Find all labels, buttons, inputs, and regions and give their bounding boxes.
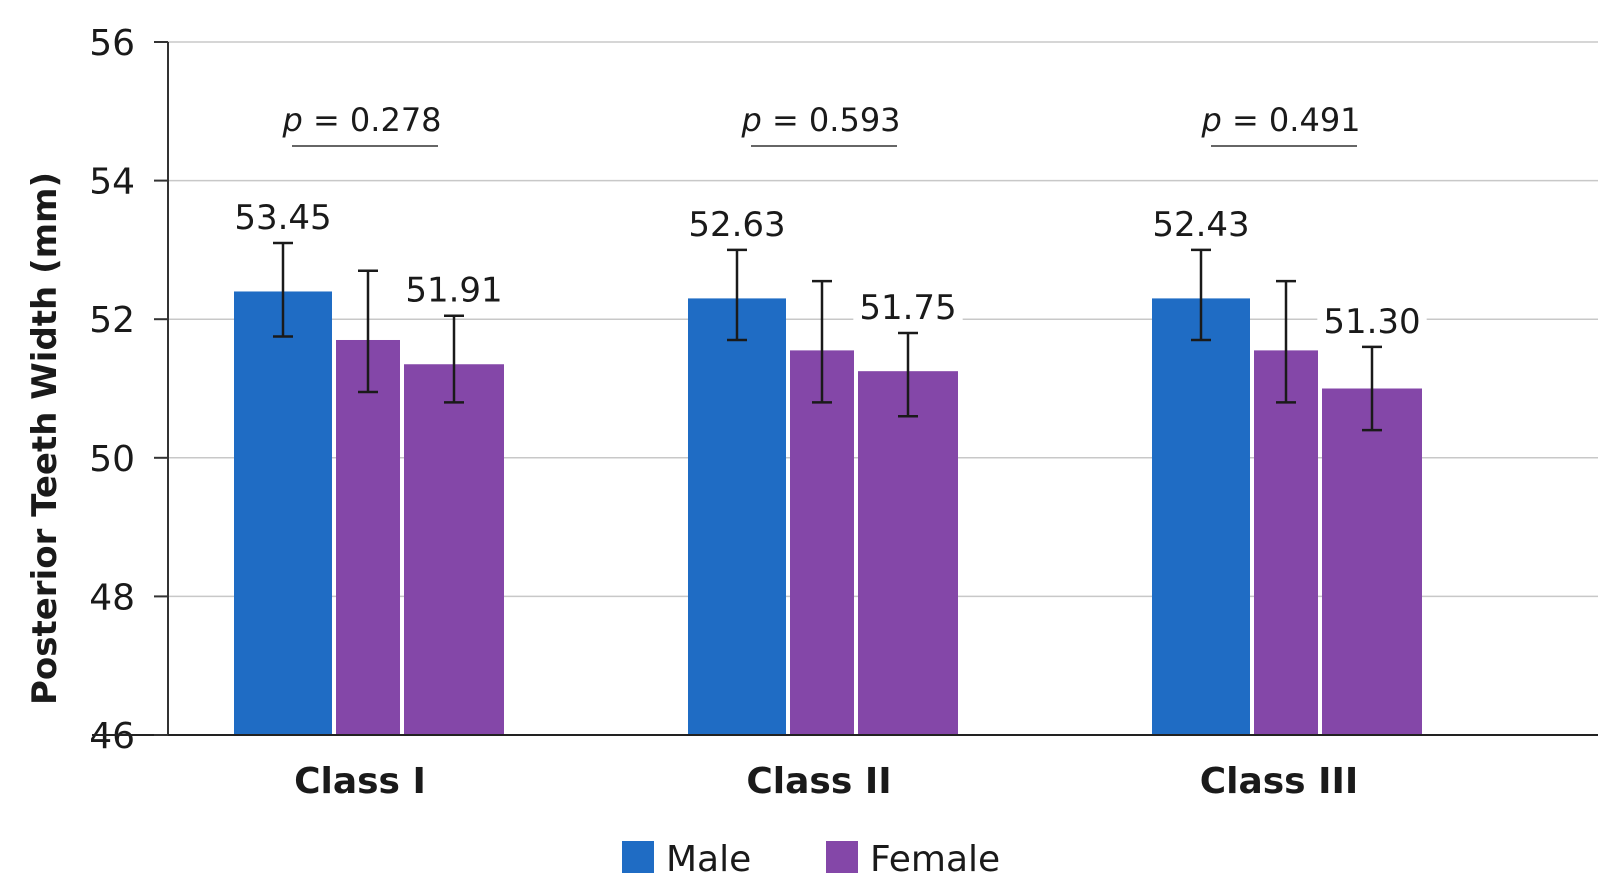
data-label: 53.45 <box>234 198 331 238</box>
label-knockout <box>1146 204 1256 245</box>
data-label: 51.75 <box>859 288 956 328</box>
x-category-label: Class II <box>746 761 891 802</box>
p-value-annotations: p = 0.278 p = 0.593 p = 0.491 <box>281 101 1361 147</box>
label-knockout <box>228 197 338 238</box>
y-tick-label: 54 <box>89 162 135 203</box>
y-tick-label: 50 <box>89 439 135 480</box>
bar-male <box>1152 298 1250 735</box>
data-label: 52.43 <box>1152 205 1249 245</box>
bar-male <box>688 298 786 735</box>
y-axis-label: Posterior Teeth Width (mm) <box>25 172 65 705</box>
legend: Male Female <box>622 839 1000 880</box>
bar-female <box>404 364 504 735</box>
data-label: 51.30 <box>1323 302 1420 342</box>
data-labels: 53.45 51.91 52.63 51.75 52.43 51.30 <box>228 197 1427 342</box>
x-category-label: Class I <box>294 761 426 802</box>
label-knockout <box>682 204 792 245</box>
p-symbol: p <box>740 101 771 139</box>
label-knockout <box>1317 301 1427 342</box>
bar-female <box>790 350 854 735</box>
p-value: = 0.491 <box>1232 101 1361 139</box>
bar-female <box>1322 388 1422 735</box>
error-bars <box>273 241 1382 432</box>
bars <box>234 291 1422 735</box>
bar-female <box>1254 350 1318 735</box>
legend-label: Male <box>666 839 751 877</box>
data-label: 52.63 <box>688 205 785 245</box>
y-tick-label: 48 <box>89 577 135 618</box>
y-tick-label: 46 <box>89 716 135 757</box>
p-symbol: p <box>1200 101 1231 139</box>
y-tick-label: 56 <box>89 23 135 64</box>
legend-swatch <box>622 841 654 873</box>
bar-male <box>234 291 332 735</box>
p-value: = 0.278 <box>313 101 442 139</box>
p-value: = 0.593 <box>772 101 901 139</box>
bar-female <box>336 339 400 735</box>
bar-female <box>858 371 958 735</box>
p-value-text: p = 0.593 <box>740 101 900 139</box>
y-tick-label: 52 <box>89 300 135 341</box>
p-value-text: p = 0.491 <box>1200 101 1360 139</box>
legend-swatch <box>826 841 858 873</box>
axes: 46 48 50 52 54 56 Posterior Teeth Width (mm) Cl… <box>25 23 1598 802</box>
label-knockout <box>399 270 509 311</box>
x-category-label: Class III <box>1200 761 1359 802</box>
label-knockout <box>853 288 963 329</box>
data-label: 51.91 <box>405 271 502 311</box>
p-value-text: p = 0.278 <box>281 101 441 139</box>
p-symbol: p <box>281 101 312 139</box>
legend-label: Female <box>870 839 1000 877</box>
